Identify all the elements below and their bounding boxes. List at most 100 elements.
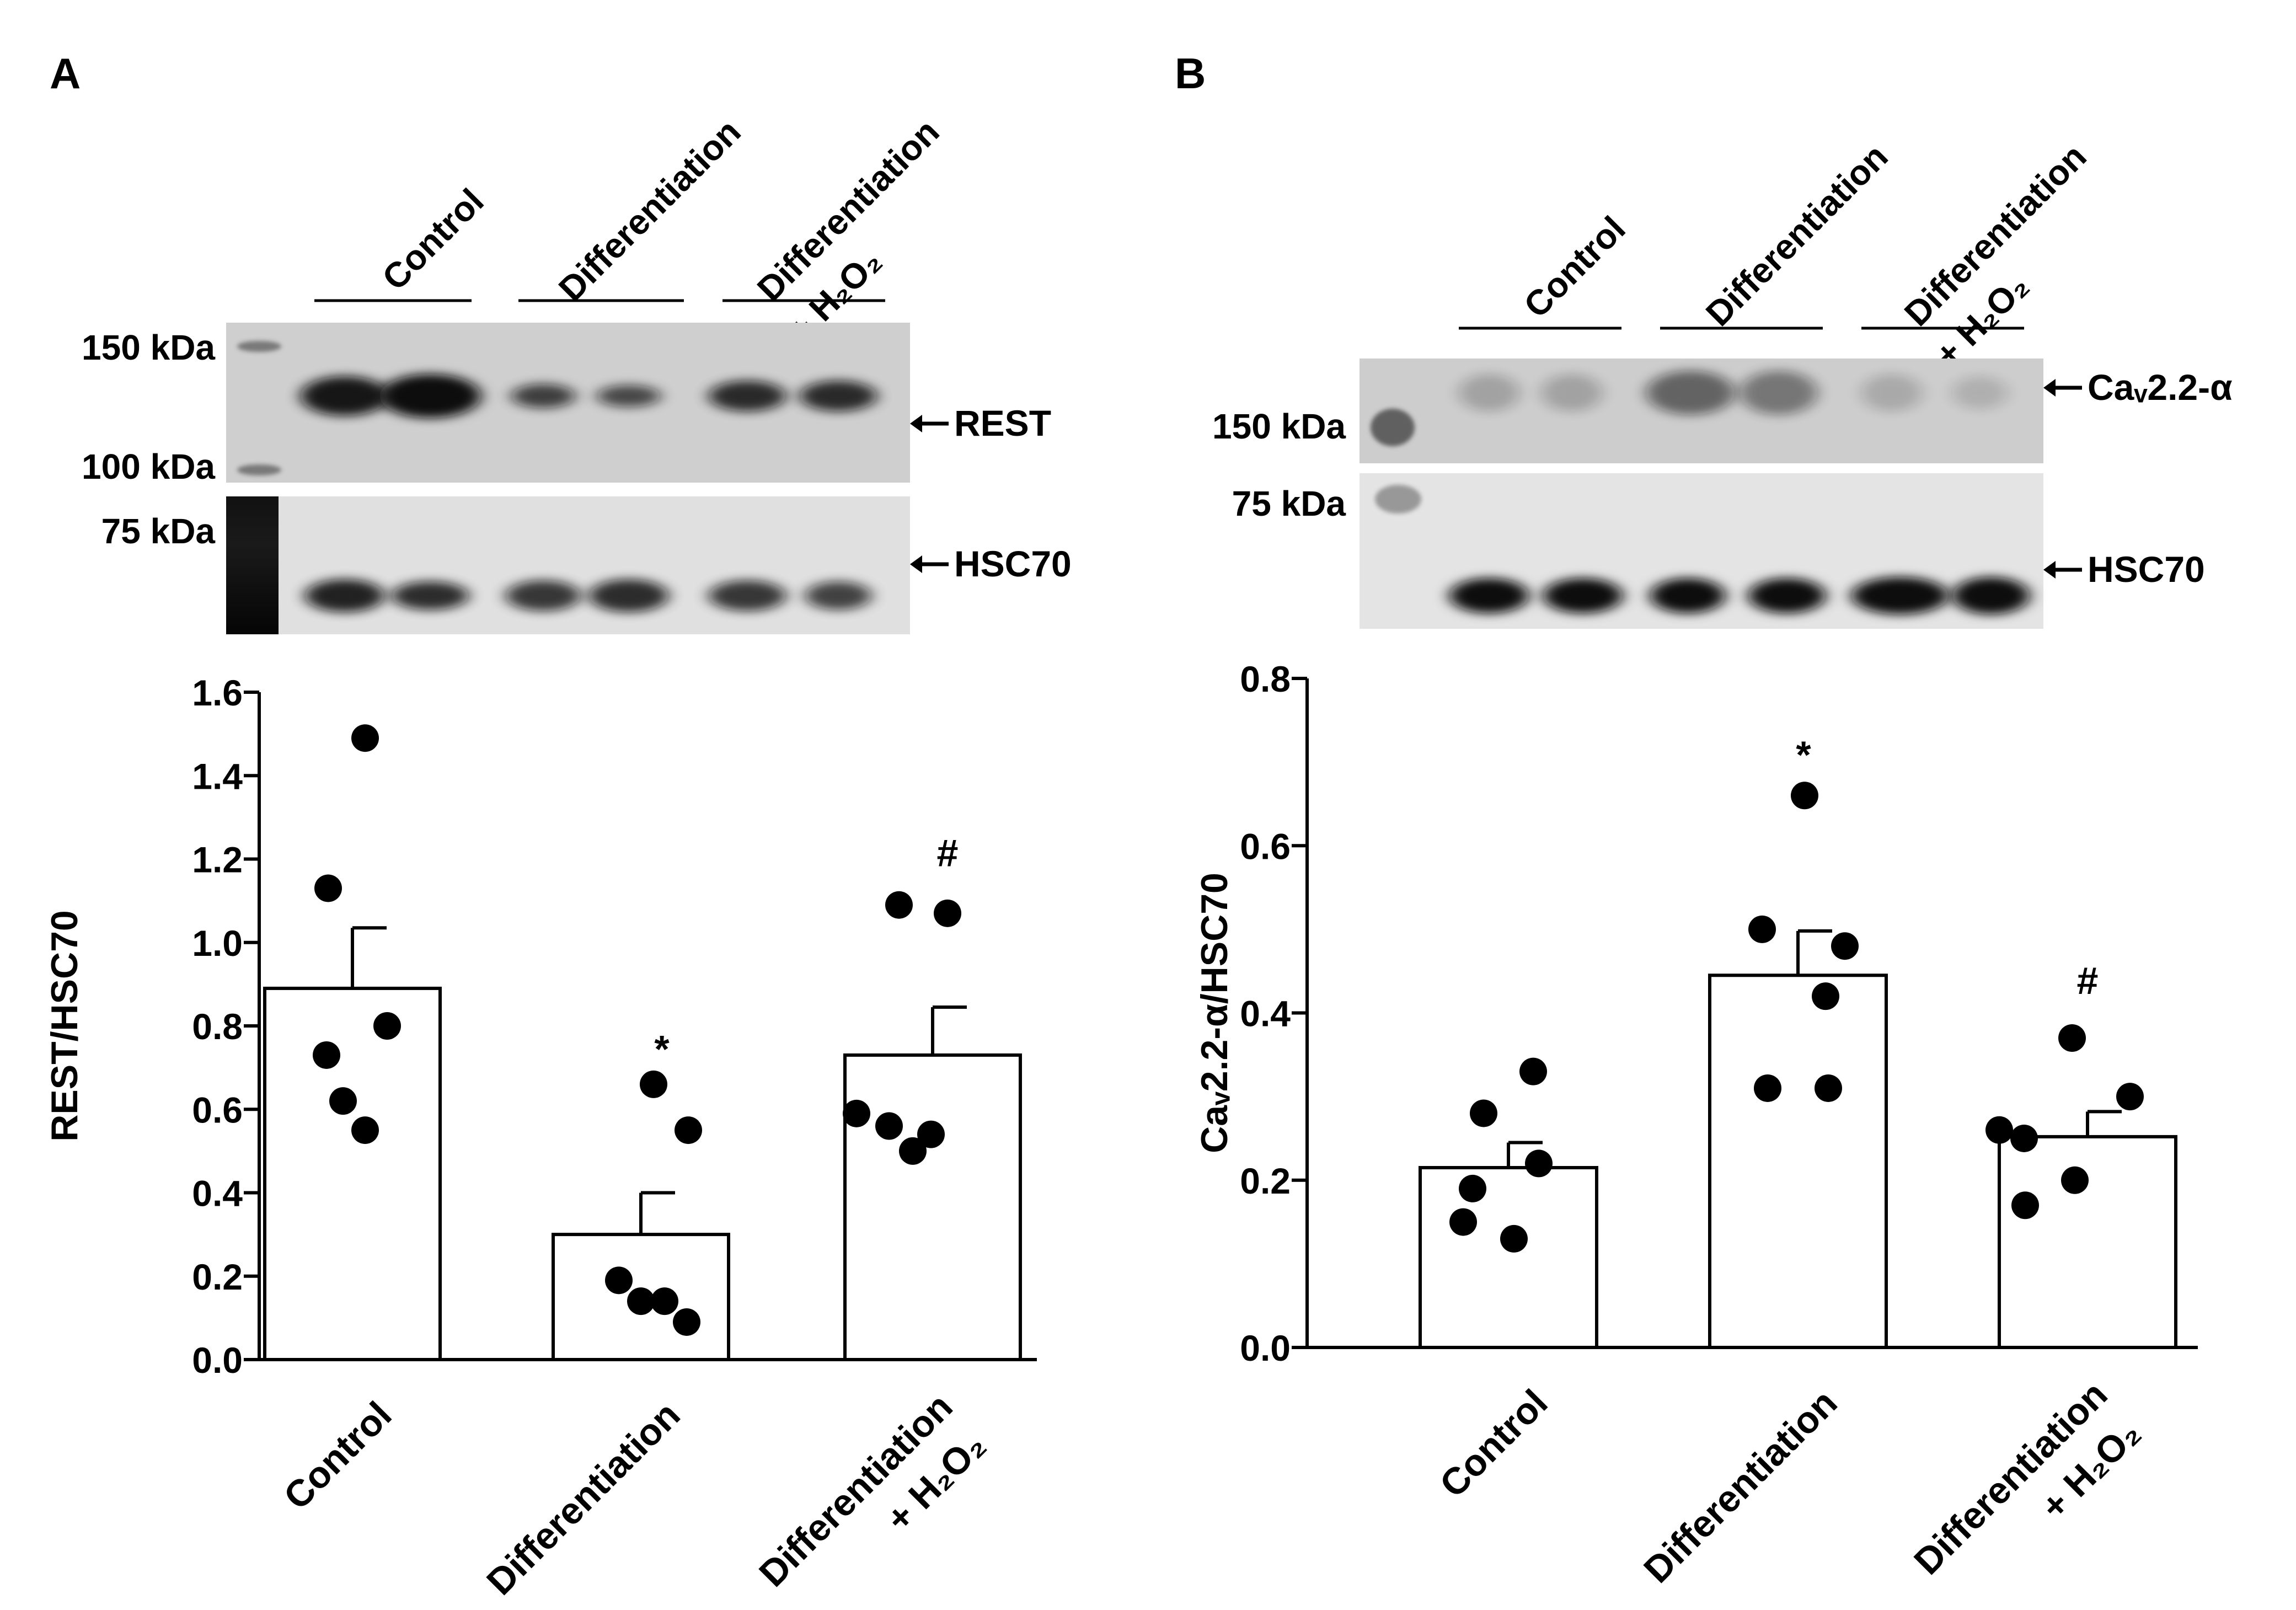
data-point: [314, 874, 342, 902]
data-point: [899, 1137, 927, 1165]
blot-band: [1748, 578, 1826, 613]
data-point: [1519, 1057, 1547, 1085]
data-point: [2011, 1191, 2039, 1219]
data-point: [2116, 1083, 2144, 1111]
bar: [1708, 974, 1888, 1350]
blot-band: [1952, 577, 2030, 614]
panel-a: A Control Differentiation Differentiation+ …: [50, 49, 1072, 634]
blot-band: [1650, 578, 1725, 613]
data-point: [1815, 1074, 1842, 1102]
blot-band: [1459, 374, 1519, 411]
bar: [843, 1053, 1022, 1361]
blot-band: [1740, 371, 1817, 415]
bar: [263, 986, 442, 1361]
blot-lower-membrane: [226, 496, 910, 634]
y-axis-label: Caᵥ2.2-α/HSC70: [1194, 873, 1235, 1153]
blot-band: [805, 581, 871, 610]
data-point: [1831, 932, 1859, 960]
y-tick-label: 0.2: [192, 1256, 243, 1297]
blot-band: [597, 385, 661, 407]
blot-group-label: Control: [1516, 208, 1633, 325]
significance-marker: #: [937, 832, 959, 875]
data-point: [1449, 1208, 1477, 1236]
data-point: [1500, 1224, 1528, 1253]
y-tick-label: 1.6: [192, 672, 243, 713]
significance-marker: *: [654, 1028, 670, 1071]
blot-band: [1851, 577, 1949, 614]
x-tick-label: Control: [1432, 1382, 1556, 1506]
arrow-left-icon: [910, 415, 922, 432]
data-point: [329, 1087, 357, 1115]
blot-band-label: HSC70: [954, 543, 1072, 584]
data-point: [351, 724, 379, 752]
bar: [1998, 1135, 2177, 1350]
arrow-left-icon: [2043, 561, 2056, 579]
data-point: [673, 1308, 700, 1336]
data-point: [1985, 1116, 2013, 1144]
significance-marker: #: [2077, 959, 2099, 1002]
ladder-band: [237, 341, 281, 352]
data-point: [1754, 1074, 1781, 1102]
data-point: [373, 1012, 401, 1040]
y-tick-label: 0.6: [1240, 826, 1291, 866]
y-tick-label: 1.0: [192, 923, 243, 964]
data-point: [1812, 982, 1839, 1010]
blot-band: [511, 384, 575, 408]
panel-b: B Control Differentiation Differentiation+ …: [1175, 49, 2233, 629]
y-axis-label: REST/HSC70: [44, 910, 85, 1141]
y-tick-label: 0.0: [1240, 1328, 1291, 1368]
data-point: [2058, 1024, 2086, 1052]
data-point: [1459, 1174, 1486, 1202]
y-tick-label: 1.2: [192, 839, 243, 880]
blot-group-label: Differentiation+ H₂O₂: [1897, 136, 2094, 375]
data-point: [605, 1266, 633, 1295]
ladder-band: [237, 464, 281, 475]
blot-group-label: Differentiation+ H₂O₂: [750, 111, 947, 350]
blot-band: [301, 376, 389, 416]
ladder-lane: [226, 496, 279, 634]
x-tick-label: Differentiation: [479, 1394, 688, 1603]
blot-band: [305, 579, 384, 612]
data-point: [917, 1120, 945, 1148]
data-point: [875, 1112, 903, 1140]
blot-group-label: Differentiation: [551, 111, 748, 309]
panel-letter: B: [1175, 49, 1206, 98]
blot-band-label: Caᵥ2.2-α: [2088, 367, 2233, 408]
data-point: [1525, 1149, 1553, 1178]
blot-band-label: REST: [954, 403, 1051, 443]
x-tick-label: Differentiation: [1636, 1382, 1845, 1591]
data-point: [313, 1041, 340, 1069]
data-point: [1791, 782, 1818, 810]
mw-marker-label: 75 kDa: [101, 511, 216, 551]
blot-band: [1542, 374, 1602, 411]
y-tick-label: 0.2: [1240, 1160, 1291, 1201]
arrow-left-icon: [910, 555, 922, 573]
mw-marker-label: 75 kDa: [1232, 484, 1346, 523]
bar: [1419, 1166, 1598, 1350]
x-tick-label: Control: [276, 1394, 400, 1518]
blot-band: [392, 581, 469, 610]
blot-group-label-line: Control: [374, 181, 491, 298]
y-tick-label: 0.0: [192, 1340, 243, 1381]
ladder-band: [1371, 409, 1415, 446]
ladder-band: [1375, 485, 1421, 514]
blot-group-label-line: Control: [1516, 208, 1633, 325]
y-tick-label: 0.4: [1240, 993, 1291, 1034]
blot-band: [1646, 371, 1735, 415]
blot-group-label-line: Differentiation: [1698, 136, 1896, 334]
mw-marker-label: 150 kDa: [82, 328, 215, 367]
blot-band: [709, 580, 786, 611]
data-point: [651, 1287, 678, 1315]
data-point: [934, 899, 961, 927]
data-point: [843, 1099, 870, 1127]
blot-band: [506, 580, 581, 611]
mw-marker-label: 100 kDa: [82, 447, 215, 486]
y-tick-label: 0.4: [192, 1173, 243, 1214]
y-tick-label: 0.8: [192, 1006, 243, 1047]
blot-group-label: Differentiation: [1698, 136, 1896, 334]
y-tick-label: 1.4: [192, 756, 243, 796]
data-point: [675, 1116, 702, 1144]
data-point: [2061, 1166, 2089, 1194]
data-point: [1470, 1099, 1497, 1127]
chart-b: 0.0 0.2 0.4 0.6 0.8 Caᵥ2.2-α/HSC70 Control * Dif…: [1194, 659, 2198, 1591]
